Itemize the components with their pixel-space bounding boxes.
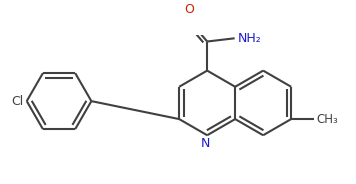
- Text: NH₂: NH₂: [237, 32, 261, 45]
- Text: Cl: Cl: [11, 95, 23, 108]
- Text: CH₃: CH₃: [316, 113, 338, 125]
- Text: O: O: [184, 3, 194, 16]
- Text: N: N: [201, 137, 210, 150]
